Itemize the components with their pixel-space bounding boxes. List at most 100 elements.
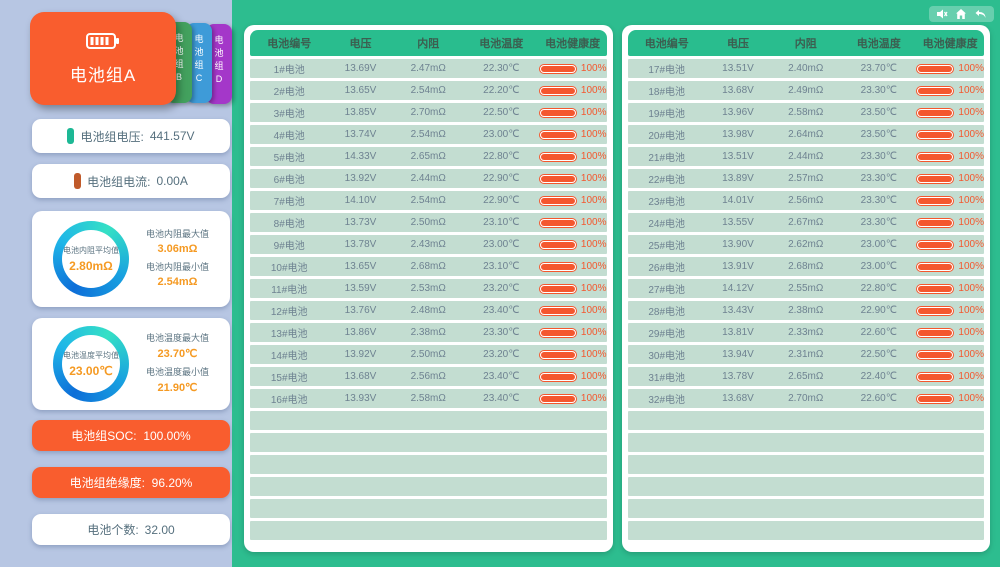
table-row: 14#电池 13.92V 2.50mΩ 23.20℃ 100% — [250, 345, 607, 364]
table-cell: 23.10℃ — [483, 261, 520, 272]
table-row: 22#电池 13.89V 2.57mΩ 23.30℃ 100% — [627, 169, 984, 188]
table-cell: 23.20℃ — [483, 349, 520, 360]
back-icon[interactable] — [974, 8, 987, 20]
table-cell: 14#电池 — [270, 351, 308, 362]
tab-battery-group-a[interactable]: 电池组A — [30, 12, 176, 105]
table-cell: 13.68V — [722, 393, 754, 404]
table-cell: 23#电池 — [648, 197, 686, 208]
health-percent: 100% — [580, 283, 607, 294]
resistance-max-label: 电池内阻最大值 — [145, 228, 209, 239]
voltage-value: 441.57V — [149, 129, 195, 143]
table-row: 13#电池 13.86V 2.38mΩ 23.30℃ 100% — [250, 323, 607, 342]
health-bar — [538, 129, 577, 140]
table-cell: 22.60℃ — [860, 327, 897, 338]
health-percent: 100% — [580, 305, 607, 316]
table-row: 1#电池 13.69V 2.47mΩ 22.30℃ 100% — [250, 59, 607, 78]
table-cell: 13.94V — [722, 349, 754, 360]
health-percent: 100% — [958, 349, 984, 360]
table-cell: 14.33V — [344, 151, 377, 162]
column-header: 电池健康度 — [545, 38, 601, 50]
health-bar — [916, 151, 955, 162]
table-cell: 23.30℃ — [860, 173, 897, 184]
table-cell: 13.59V — [344, 283, 377, 294]
health-cell: 100% — [538, 349, 606, 360]
health-percent: 100% — [580, 63, 607, 74]
tab-label: 电池组B — [174, 33, 184, 83]
health-cell: 100% — [916, 129, 984, 140]
health-bar — [538, 261, 577, 272]
insulation-card: 电池组绝缘度: 96.20% — [32, 467, 230, 498]
table-row: 5#电池 14.33V 2.65mΩ 22.80℃ 100% — [250, 147, 607, 166]
table-cell: 2.50mΩ — [410, 349, 446, 360]
table-row: 9#电池 13.78V 2.43mΩ 23.00℃ 100% — [250, 235, 607, 254]
health-cell: 100% — [916, 107, 984, 118]
home-icon[interactable] — [955, 8, 967, 20]
health-cell: 100% — [916, 195, 984, 206]
table-cell: 2.67mΩ — [788, 217, 824, 228]
window-toolbar — [929, 6, 994, 22]
health-cell: 100% — [916, 371, 984, 382]
health-percent: 100% — [580, 327, 607, 338]
table-cell: 29#电池 — [648, 329, 686, 340]
table-body: 1#电池 13.69V 2.47mΩ 22.30℃ 100% 2#电池 13.65V 2.54… — [250, 59, 607, 540]
empty-row — [627, 433, 984, 452]
table-row: 21#电池 13.51V 2.44mΩ 23.30℃ 100% — [627, 147, 984, 166]
table-row: 29#电池 13.81V 2.33mΩ 22.60℃ 100% — [627, 323, 984, 342]
table-cell: 13.96V — [722, 107, 754, 118]
health-bar — [916, 107, 955, 118]
sound-muted-icon[interactable] — [936, 8, 948, 20]
group-voltage-card: 电池组电压: 441.57V — [32, 119, 230, 153]
table-cell: 23.40℃ — [483, 371, 520, 382]
empty-row — [627, 521, 984, 540]
health-bar — [538, 305, 577, 316]
table-row: 23#电池 14.01V 2.56mΩ 23.30℃ 100% — [627, 191, 984, 210]
health-percent: 100% — [580, 129, 607, 140]
table-cell: 22.90℃ — [483, 173, 520, 184]
table-cell: 16#电池 — [270, 395, 308, 406]
table-row: 12#电池 13.76V 2.48mΩ 23.40℃ 100% — [250, 301, 607, 320]
count-label: 电池个数: — [87, 523, 139, 537]
table-cell: 20#电池 — [648, 131, 686, 142]
health-cell: 100% — [538, 151, 606, 162]
table-cell: 13.51V — [722, 151, 754, 162]
table-cell: 2.56mΩ — [410, 371, 446, 382]
table-cell: 14.10V — [344, 195, 377, 206]
table-cell: 13.93V — [344, 393, 377, 404]
table-cell: 13.69V — [344, 63, 377, 74]
battery-table-1-16: 电池编号 电压 内阻 电池温度 电池健康度 1#电池 13.69V 2.47mΩ 22.30℃… — [244, 25, 613, 552]
table-row: 20#电池 13.98V 2.64mΩ 23.50℃ 100% — [627, 125, 984, 144]
health-bar — [916, 85, 955, 96]
table-cell: 13.51V — [722, 63, 754, 74]
table-cell: 18#电池 — [648, 87, 686, 98]
table-cell: 13.90V — [722, 239, 754, 250]
table-cell: 2.65mΩ — [410, 151, 446, 162]
table-cell: 23.30℃ — [860, 85, 897, 96]
health-cell: 100% — [538, 371, 606, 382]
health-percent: 100% — [958, 305, 984, 316]
count-value: 32.00 — [144, 522, 175, 537]
group-current-card: 电池组电流: 0.00A — [32, 164, 230, 198]
battery-count-card: 电池个数: 32.00 — [32, 514, 230, 545]
empty-row — [627, 455, 984, 474]
table-cell: 23.40℃ — [483, 305, 520, 316]
table-cell: 8#电池 — [273, 219, 305, 230]
table-cell: 24#电池 — [648, 219, 686, 230]
health-bar — [916, 283, 955, 294]
table-row: 32#电池 13.68V 2.70mΩ 22.60℃ 100% — [627, 389, 984, 408]
health-percent: 100% — [958, 173, 984, 184]
health-cell: 100% — [538, 327, 607, 338]
table-row: 3#电池 13.85V 2.70mΩ 22.50℃ 100% — [250, 103, 607, 122]
soc-value: 100.00% — [143, 428, 191, 443]
table-cell: 13.85V — [344, 107, 377, 118]
table-cell: 23.40℃ — [483, 393, 520, 404]
health-bar — [538, 349, 577, 360]
table-cell: 11#电池 — [271, 285, 308, 296]
health-percent: 100% — [958, 195, 984, 206]
resistance-min-label: 电池内阻最小值 — [145, 261, 209, 272]
table-cell: 13.89V — [722, 173, 754, 184]
temperature-max-label: 电池温度最大值 — [145, 332, 209, 343]
health-cell: 100% — [538, 261, 606, 272]
table-cell: 13.43V — [722, 305, 754, 316]
table-cell: 13.74V — [344, 129, 377, 140]
table-cell: 2.57mΩ — [788, 173, 824, 184]
